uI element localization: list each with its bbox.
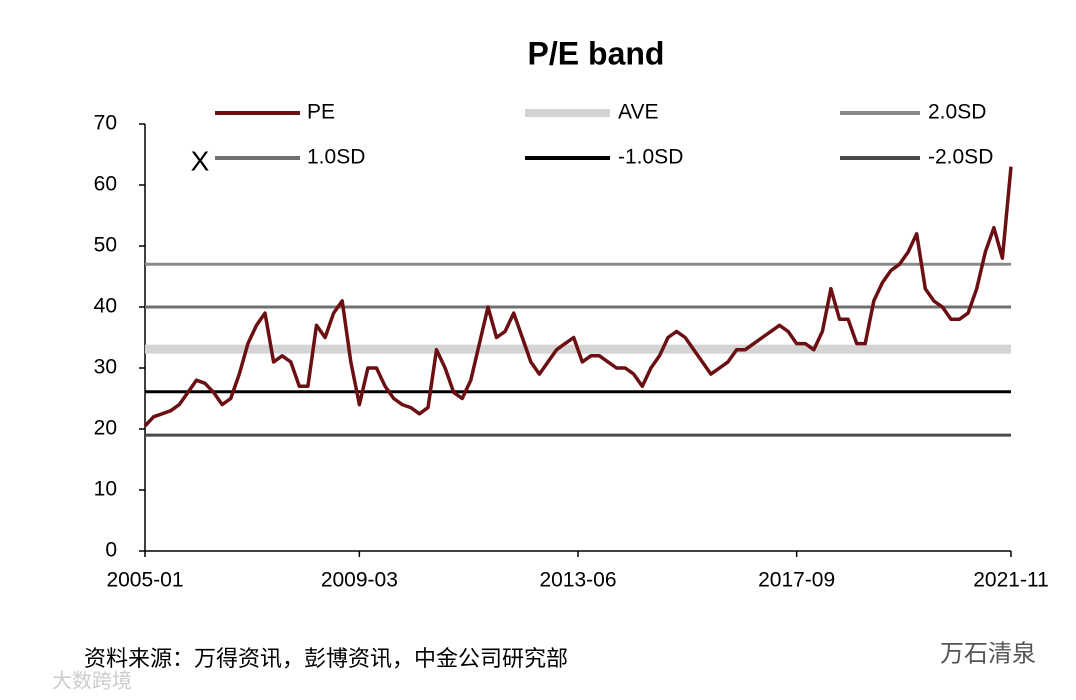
legend-label: 1.0SD — [307, 146, 365, 169]
y-tick-label: 60 — [94, 173, 117, 196]
y-tick-label: 40 — [94, 295, 117, 318]
source-note: 资料来源：万得资讯，彭博资讯，中金公司研究部 — [84, 646, 568, 671]
legend-label: -2.0SD — [928, 146, 993, 169]
y-tick-label: 20 — [94, 417, 117, 440]
x-tick-label: 2017-09 — [758, 569, 835, 592]
watermark: 大数跨境 — [52, 669, 132, 692]
x-tick-label: 2009-03 — [321, 569, 398, 592]
x-tick-label: 2021-11 — [973, 569, 1049, 592]
legend-label: PE — [307, 101, 335, 124]
annotation: X — [191, 145, 210, 176]
chart-title: P/E band — [528, 35, 665, 71]
legend-label: AVE — [618, 101, 658, 124]
x-tick-label: 2005-01 — [106, 569, 183, 592]
legend-label: 2.0SD — [928, 101, 986, 124]
y-tick-label: 50 — [94, 234, 117, 257]
watermark: 万石清泉 — [940, 640, 1036, 667]
y-tick-label: 0 — [105, 539, 117, 562]
legend-label: -1.0SD — [618, 146, 683, 169]
x-tick-label: 2013-06 — [539, 569, 616, 592]
pe-line — [143, 166, 1013, 428]
y-tick-label: 10 — [94, 478, 117, 501]
y-tick-label: 70 — [94, 112, 117, 135]
y-tick-label: 30 — [94, 356, 117, 379]
